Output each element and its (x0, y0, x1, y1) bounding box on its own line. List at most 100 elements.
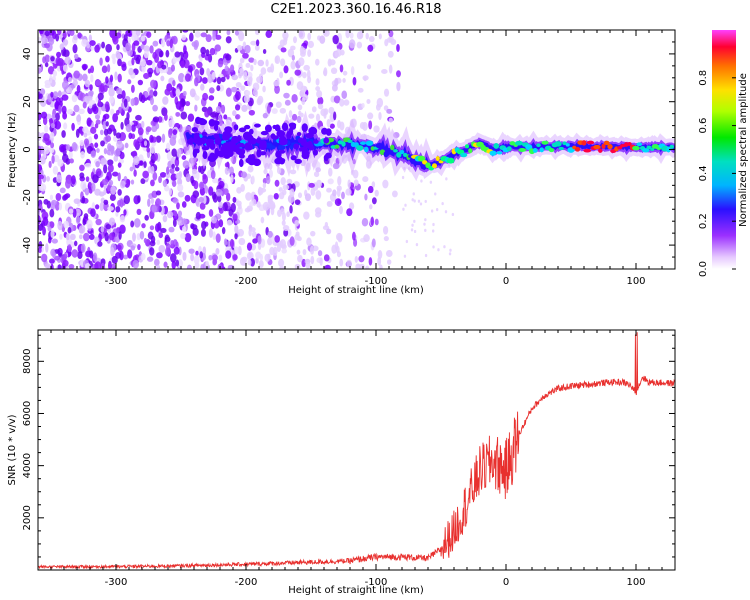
spectrogram-noise-mark (379, 264, 383, 269)
spectrogram-noise-mark (112, 171, 119, 177)
spectrogram-noise-mark (143, 72, 150, 80)
spectrogram-noise-mark (45, 113, 52, 120)
spectrogram-noise-mark (339, 258, 344, 267)
spectrogram-noise-mark (40, 183, 47, 192)
spectrogram-noise-mark (68, 264, 75, 269)
spectrogram-noise-mark (172, 87, 177, 97)
spectrogram-noise-mark (358, 255, 365, 263)
spectrogram-noise-mark (218, 208, 224, 214)
spectrogram-noise-mark (374, 218, 379, 226)
spectrogram-noise-mark (310, 255, 315, 265)
spectrogram-ridge-mark (603, 140, 610, 146)
spectrogram-ridge-mark (207, 155, 217, 162)
spectrogram-ridge-mark (270, 133, 276, 139)
spectrogram-noise-mark (105, 224, 112, 230)
spectrogram-noise-mark (146, 147, 151, 153)
spectrogram-noise-mark (149, 247, 155, 256)
spectrogram-noise-mark (374, 189, 379, 197)
spectrogram-noise-mark (48, 147, 55, 154)
spectrogram-noise-mark (95, 79, 102, 86)
spectrogram-noise-mark (168, 119, 175, 128)
spectrogram-ridge-mark (206, 138, 213, 148)
spectrogram-noise-mark (38, 215, 41, 225)
spectrogram-noise-mark (262, 112, 268, 119)
spectrogram-noise-mark (92, 174, 99, 184)
snr-x-tick-label: -100 (365, 577, 388, 588)
spectrogram-noise-mark (424, 218, 427, 222)
spectrogram-noise-mark (158, 175, 162, 184)
spectrogram-noise-mark (141, 223, 146, 229)
spectrogram-noise-mark (143, 161, 147, 169)
snr-y-tick-label: 6000 (22, 401, 33, 426)
spectrogram-ridge-mark (193, 132, 200, 141)
spectrogram-noise-mark (79, 172, 85, 179)
spectrogram-ridge-mark (558, 146, 565, 151)
spectrogram-noise-mark (95, 160, 100, 168)
spectrogram-noise-mark (388, 30, 394, 38)
spectrogram-noise-mark (361, 102, 365, 109)
spectrogram-noise-mark (38, 247, 42, 254)
spectrogram-ridge-mark (518, 148, 527, 153)
spectrogram-ridge-mark (598, 148, 603, 153)
spectrogram-noise-mark (48, 37, 55, 46)
spectrogram-noise-mark (342, 78, 346, 83)
spectrogram-noise-mark (385, 249, 393, 258)
spectrogram-ridge-mark (278, 135, 286, 143)
spectrogram-noise-mark (218, 219, 224, 228)
spectrogram-noise-mark (46, 176, 50, 182)
spectrogram-noise-mark (267, 194, 274, 201)
spectrogram-noise-mark (228, 208, 234, 217)
spectrogram-noise-mark (274, 179, 280, 187)
spectrogram-noise-mark (70, 241, 75, 248)
spectrogram-noise-mark (55, 112, 60, 122)
spectrogram-noise-mark (411, 198, 414, 202)
spectrogram-ridge-mark (296, 132, 302, 137)
spectrogram-noise-mark (338, 205, 343, 215)
spectrogram-noise-mark (137, 127, 144, 136)
spectrogram-ridge-mark (256, 137, 262, 144)
spectrogram-noise-mark (63, 122, 68, 130)
spectrogram-noise-mark (194, 104, 198, 112)
spectrogram-noise-mark (252, 89, 258, 96)
spectrogram-noise-mark (55, 192, 62, 201)
spectrogram-noise-mark (356, 41, 363, 49)
spectrogram-noise-mark (299, 31, 304, 38)
spectrogram-noise-mark (305, 261, 311, 269)
spectrogram-noise-mark (347, 179, 351, 189)
spectrogram-noise-mark (105, 43, 113, 53)
spectrogram-noise-mark (176, 148, 182, 158)
spectrogram-noise-mark (181, 34, 187, 41)
spectrogram-noise-mark (50, 55, 55, 62)
spectrogram-noise-mark (315, 86, 321, 92)
spectrogram-noise-mark (168, 226, 175, 233)
spectrogram-noise-mark (354, 256, 358, 263)
spectrogram-noise-mark (333, 111, 337, 121)
spectrogram-ridge-mark (431, 163, 438, 169)
spectrogram-noise-mark (141, 120, 145, 129)
spectrogram-noise-mark (51, 113, 56, 121)
spectrogram-noise-mark (160, 75, 165, 82)
spectrogram-ridge-mark (278, 158, 286, 163)
spectrogram-noise-mark (205, 49, 210, 57)
spectrogram-noise-mark (156, 239, 161, 246)
spectrogram-noise-mark (319, 35, 326, 44)
spectrogram-noise-mark (403, 254, 407, 258)
spectrogram-noise-mark (111, 53, 117, 60)
spectrogram-noise-mark (212, 231, 216, 241)
spectrogram-noise-mark (116, 140, 123, 149)
spectrogram-noise-mark (199, 251, 204, 259)
spectrogram-noise-mark (212, 178, 219, 184)
spectrogram-ridge-mark (515, 140, 523, 146)
spectrogram-noise-mark (49, 74, 53, 84)
spectrogram-noise-mark (40, 99, 47, 107)
spectrogram-noise-mark (90, 65, 95, 74)
spectrogram-noise-mark (181, 218, 187, 225)
spectrogram-noise-mark (184, 73, 191, 82)
spectrogram-noise-mark (252, 82, 260, 91)
spectrogram-noise-mark (69, 233, 76, 241)
spectrogram-noise-mark (127, 79, 132, 85)
spectrogram-noise-mark (234, 224, 239, 234)
spectrogram-noise-mark (326, 187, 332, 193)
spectrogram-noise-mark (256, 97, 263, 106)
